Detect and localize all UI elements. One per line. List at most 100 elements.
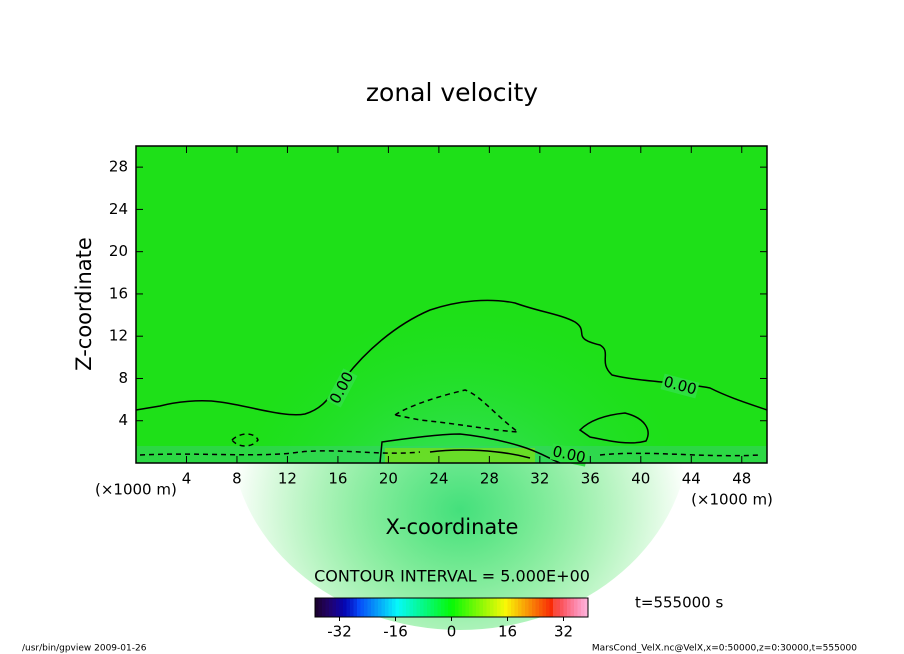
x-tick-label: 28	[480, 470, 499, 488]
colorbar-cell	[430, 598, 435, 617]
colorbar-cell	[451, 598, 456, 617]
y-tick-label: 16	[109, 284, 128, 302]
x-tick-label: 44	[682, 470, 701, 488]
colorbar-cell	[514, 598, 519, 617]
colorbar-cell	[315, 598, 319, 617]
y-tick-label: 28	[109, 158, 128, 176]
plot-frame	[135, 145, 768, 464]
footer-right: MarsCond_VelX.nc@VelX,x=0:50000,z=0:3000…	[592, 644, 857, 654]
colorbar-cell	[437, 598, 442, 617]
colorbar-cell	[364, 598, 368, 617]
colorbar-cell	[570, 598, 575, 617]
colorbar-cell	[584, 598, 589, 617]
colorbar-cell	[577, 598, 582, 617]
colorbar-cell	[525, 598, 529, 617]
colorbar-cell	[574, 598, 578, 617]
colorbar-cell	[581, 598, 585, 617]
colorbar-cell	[336, 598, 340, 617]
colorbar-cell	[395, 598, 400, 617]
x-units: (×1000 m)	[691, 491, 773, 509]
colorbar-cell	[465, 598, 470, 617]
field-shading	[230, 230, 690, 630]
colorbar-cell	[504, 598, 508, 617]
colorbar-cell	[497, 598, 501, 617]
colorbar-cell	[325, 598, 330, 617]
colorbar-cell	[521, 598, 526, 617]
colorbar-tick-label: 0	[447, 623, 457, 641]
colorbar-cell	[399, 598, 403, 617]
colorbar-cell	[329, 598, 333, 617]
colorbar-cell	[542, 598, 547, 617]
colorbar-cell	[357, 598, 361, 617]
colorbar-cell	[420, 598, 424, 617]
colorbar-cell	[479, 598, 484, 617]
contour-interval: CONTOUR INTERVAL = 5.000E+00	[314, 567, 590, 586]
colorbar-cell	[567, 598, 571, 617]
contour-line	[393, 389, 521, 433]
colorbar-cell	[518, 598, 522, 617]
colorbar-cell	[490, 598, 494, 617]
colorbar-cell	[406, 598, 410, 617]
contour-line	[578, 412, 649, 444]
colorbar-cell	[472, 598, 477, 617]
x-tick-label: 32	[530, 470, 549, 488]
colorbar-cell	[339, 598, 344, 617]
colorbar-cell	[535, 598, 540, 617]
y-units: (×1000 m)	[95, 481, 177, 499]
colorbar-tick-label: -32	[327, 623, 352, 641]
x-tick-label: 8	[232, 470, 242, 488]
colorbar-cell	[434, 598, 438, 617]
colorbar-cell	[549, 598, 554, 617]
x-tick-label: 24	[429, 470, 448, 488]
time-label: t=555000 s	[635, 594, 723, 612]
colorbar-cell	[539, 598, 543, 617]
colorbar-cell	[332, 598, 337, 617]
x-tick-label: 16	[328, 470, 347, 488]
colorbar-cell	[511, 598, 515, 617]
colorbar-cell	[322, 598, 326, 617]
y-tick-label: 4	[118, 411, 128, 429]
colorbar-cell	[507, 598, 512, 617]
colorbar-cell	[441, 598, 445, 617]
colorbar-cell	[493, 598, 498, 617]
y-tick-label: 20	[109, 242, 128, 260]
colorbar-cell	[367, 598, 372, 617]
contour-line	[135, 299, 768, 416]
colorbar-cell	[402, 598, 407, 617]
colorbar-cell	[476, 598, 480, 617]
colorbar-cell	[385, 598, 389, 617]
contour-label-bg	[326, 368, 358, 408]
contour-label-bg	[549, 443, 589, 467]
colorbar-cell	[360, 598, 365, 617]
x-tick-label: 12	[278, 470, 297, 488]
y-tick-label: 12	[109, 327, 128, 345]
chart-title: zonal velocity	[366, 78, 538, 107]
y-tick-label: 8	[118, 369, 128, 387]
colorbar-tick-label: 32	[554, 623, 573, 641]
colorbar-cell	[353, 598, 358, 617]
contour-line	[429, 449, 531, 459]
contour-line	[379, 433, 561, 464]
contour-label-bg	[660, 373, 700, 399]
colorbar-cell	[448, 598, 452, 617]
colorbar-cell	[381, 598, 386, 617]
colorbar-cell	[318, 598, 323, 617]
colorbar-cell	[409, 598, 414, 617]
x-tick-label: 20	[379, 470, 398, 488]
colorbar-cell	[346, 598, 351, 617]
colorbar-cell	[469, 598, 473, 617]
x-tick-label: 48	[732, 470, 751, 488]
colorbar-cell	[388, 598, 393, 617]
x-tick-label: 40	[631, 470, 650, 488]
contour-line	[231, 433, 259, 447]
footer-left: /usr/bin/gpview 2009-01-26	[22, 644, 147, 654]
colorbar-cell	[500, 598, 505, 617]
colorbar-cell	[563, 598, 568, 617]
colorbar-cell	[560, 598, 564, 617]
colorbar-cell	[371, 598, 375, 617]
y-axis-label: Z-coordinate	[72, 237, 96, 371]
colorbar-tick-label: -16	[383, 623, 408, 641]
colorbar-cell	[546, 598, 550, 617]
colorbar-cell	[392, 598, 396, 617]
